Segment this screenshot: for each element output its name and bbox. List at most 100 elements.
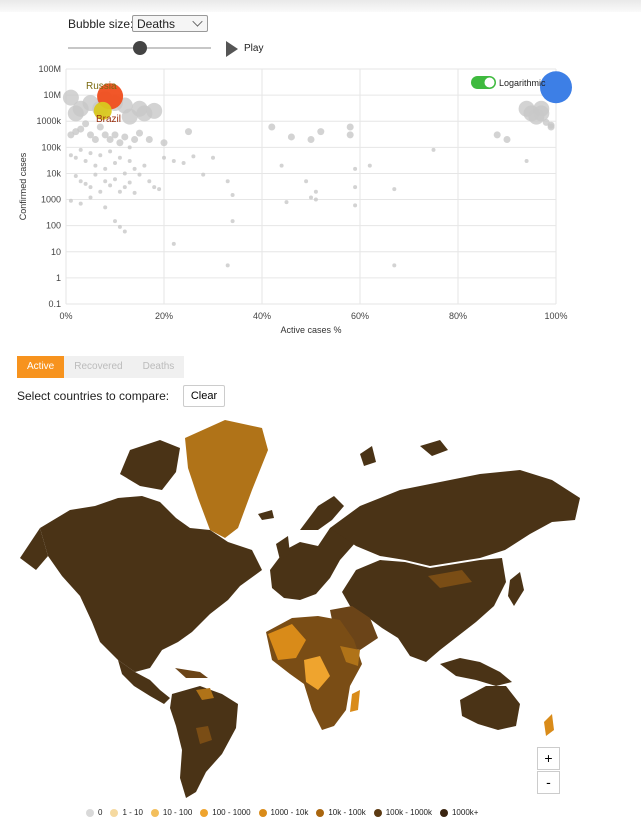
tab-deaths[interactable]: Deaths <box>132 356 185 378</box>
data-point[interactable] <box>185 128 192 136</box>
data-point[interactable] <box>201 172 206 177</box>
data-point[interactable] <box>225 263 230 268</box>
data-point[interactable] <box>127 145 132 150</box>
data-point[interactable] <box>117 189 122 194</box>
data-point[interactable] <box>268 123 276 131</box>
data-point[interactable] <box>88 185 93 190</box>
world-map[interactable] <box>0 410 641 805</box>
data-point[interactable] <box>307 135 315 143</box>
data-point-brazil[interactable] <box>93 101 112 120</box>
data-point[interactable] <box>98 153 103 158</box>
data-point[interactable] <box>93 163 98 168</box>
data-point[interactable] <box>98 189 103 194</box>
data-point[interactable] <box>162 155 166 160</box>
map-region-southeast-asia[interactable] <box>440 658 512 686</box>
data-point[interactable] <box>73 173 78 178</box>
map-region-japan[interactable] <box>508 572 524 606</box>
map-region-central-america[interactable] <box>118 660 170 704</box>
data-point[interactable] <box>346 123 354 131</box>
data-point[interactable] <box>116 139 124 147</box>
data-point[interactable] <box>93 172 98 177</box>
map-region-north-america[interactable] <box>40 496 262 672</box>
data-point[interactable] <box>132 166 137 171</box>
data-point[interactable] <box>122 171 127 176</box>
data-point[interactable] <box>122 185 127 190</box>
data-point[interactable] <box>88 151 93 156</box>
data-point[interactable] <box>309 195 313 200</box>
map-region-west-africa[interactable] <box>268 624 306 660</box>
data-point[interactable] <box>313 197 318 202</box>
data-point[interactable] <box>103 166 108 171</box>
data-point[interactable] <box>136 129 143 137</box>
data-point[interactable] <box>117 224 122 229</box>
data-point[interactable] <box>230 192 235 197</box>
data-point[interactable] <box>181 161 186 166</box>
map-region-siberian-islands[interactable] <box>360 440 448 466</box>
data-point[interactable] <box>528 108 545 125</box>
tab-recovered[interactable]: Recovered <box>64 356 133 378</box>
data-point[interactable] <box>88 195 93 200</box>
map-region-arctic-islands[interactable] <box>120 440 180 490</box>
map-region-iceland[interactable] <box>258 510 274 520</box>
zoom-in-button[interactable]: + <box>537 747 560 770</box>
data-point[interactable] <box>346 131 354 139</box>
data-point[interactable] <box>83 158 88 163</box>
data-point[interactable] <box>78 201 83 206</box>
data-point[interactable] <box>171 158 176 163</box>
data-point[interactable] <box>152 185 157 190</box>
tab-active[interactable]: Active <box>17 356 65 378</box>
data-point[interactable] <box>122 229 127 234</box>
map-region-venezuela[interactable] <box>196 688 214 700</box>
map-region-scandinavia[interactable] <box>300 496 344 530</box>
data-point[interactable] <box>160 139 168 147</box>
data-point[interactable] <box>78 147 83 152</box>
data-point[interactable] <box>127 158 132 163</box>
data-point[interactable] <box>524 158 529 163</box>
data-point[interactable] <box>147 179 152 184</box>
data-point[interactable] <box>111 131 119 139</box>
data-point[interactable] <box>103 205 108 210</box>
data-point[interactable] <box>113 219 117 224</box>
data-point[interactable] <box>211 155 215 160</box>
data-point[interactable] <box>127 180 132 185</box>
data-point[interactable] <box>96 123 104 131</box>
map-region-europe[interactable] <box>270 522 356 600</box>
time-slider-thumb[interactable] <box>133 41 147 55</box>
data-point[interactable] <box>62 89 79 106</box>
data-point[interactable] <box>68 198 73 203</box>
data-point[interactable] <box>87 131 94 139</box>
data-point[interactable] <box>117 155 122 160</box>
map-region-uk[interactable] <box>276 536 290 560</box>
map-region-mongolia[interactable] <box>428 570 472 588</box>
data-point[interactable] <box>431 147 436 152</box>
data-point-highlight[interactable] <box>540 71 572 104</box>
data-point[interactable] <box>353 185 358 190</box>
data-point[interactable] <box>353 166 358 171</box>
map-region-asia[interactable] <box>342 558 506 662</box>
play-button-label[interactable]: Play <box>244 43 264 54</box>
data-point[interactable] <box>284 200 289 205</box>
data-point[interactable] <box>493 131 501 139</box>
data-point[interactable] <box>113 161 117 166</box>
play-icon[interactable] <box>226 41 238 57</box>
data-point[interactable] <box>142 163 147 168</box>
data-point[interactable] <box>367 163 372 168</box>
map-region-central-africa[interactable] <box>304 656 330 690</box>
map-region-alaska[interactable] <box>20 528 48 570</box>
data-point[interactable] <box>287 133 295 141</box>
data-point[interactable] <box>121 133 129 141</box>
data-point[interactable] <box>73 155 78 160</box>
data-point[interactable] <box>91 135 99 143</box>
map-region-madagascar[interactable] <box>350 690 360 712</box>
map-region-caribbean[interactable] <box>175 668 208 678</box>
data-point[interactable] <box>547 123 555 131</box>
data-point[interactable] <box>131 135 139 143</box>
data-point[interactable] <box>171 241 176 246</box>
data-point[interactable] <box>392 263 397 268</box>
data-point[interactable] <box>78 179 83 184</box>
data-point[interactable] <box>304 179 309 184</box>
data-point[interactable] <box>317 128 325 136</box>
data-point[interactable] <box>392 187 397 192</box>
data-point[interactable] <box>132 190 137 195</box>
data-point[interactable] <box>279 163 284 168</box>
